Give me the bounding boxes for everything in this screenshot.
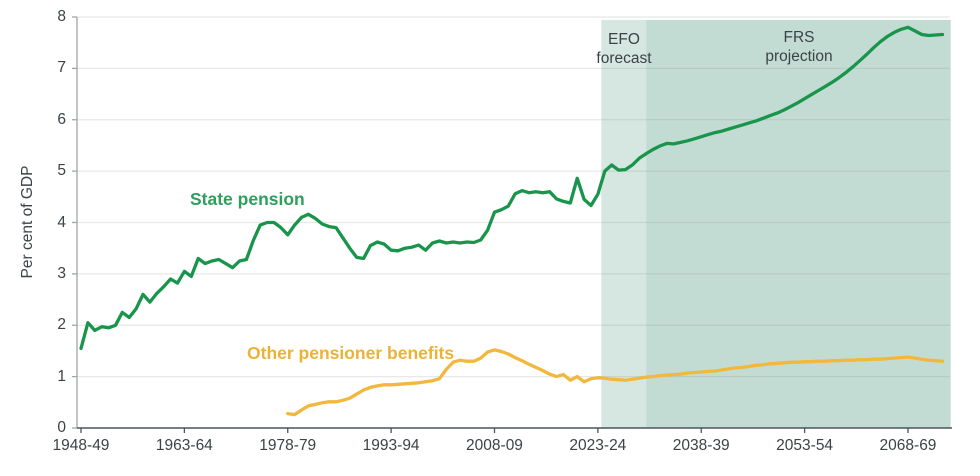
frs-projection-label: FRS projection [765,28,832,66]
efo-forecast-label: EFO forecast [596,30,651,68]
x-tick-label-2053-54: 2053-54 [776,437,834,454]
y-tick-label-4: 4 [57,213,66,231]
state-pension-series-label: State pension [190,189,305,209]
efo-forecast-label-line2: forecast [596,50,652,67]
y-tick-label-7: 7 [57,59,66,77]
x-tick-label-1948-49: 1948-49 [52,437,110,454]
other-pensioner-benefits-line [286,348,945,417]
frs-projection-label-line2: projection [765,48,833,65]
y-axis-title: Per cent of GDP [19,165,36,279]
x-tick-label-2008-09: 2008-09 [466,437,523,454]
x-tick-label-1963-64: 1963-64 [155,437,213,454]
state-pension-line [79,25,945,351]
y-tick-label-2: 2 [57,316,66,334]
y-tick-label-1: 1 [57,367,66,385]
x-tick-label-1978-79: 1978-79 [259,437,317,454]
y-tick-label-0: 0 [57,419,66,436]
y-tick-label-5: 5 [57,162,66,180]
frs-band [646,20,951,428]
x-tick-label-2068-69: 2068-69 [879,437,937,454]
x-tick-label-2038-39: 2038-39 [672,437,730,454]
other-pensioner-benefits-series-label: Other pensioner benefits [247,343,455,363]
frs-projection-label-line1: FRS [783,29,815,46]
efo-forecast-label-line1: EFO [608,31,640,48]
efo-band [601,20,647,428]
y-tick-label-8: 8 [57,8,66,25]
x-tick-label-2023-24: 2023-24 [569,437,627,454]
x-tick-label-1993-94: 1993-94 [362,437,420,454]
y-tick-label-6: 6 [57,110,66,128]
y-tick-label-3: 3 [57,264,66,282]
